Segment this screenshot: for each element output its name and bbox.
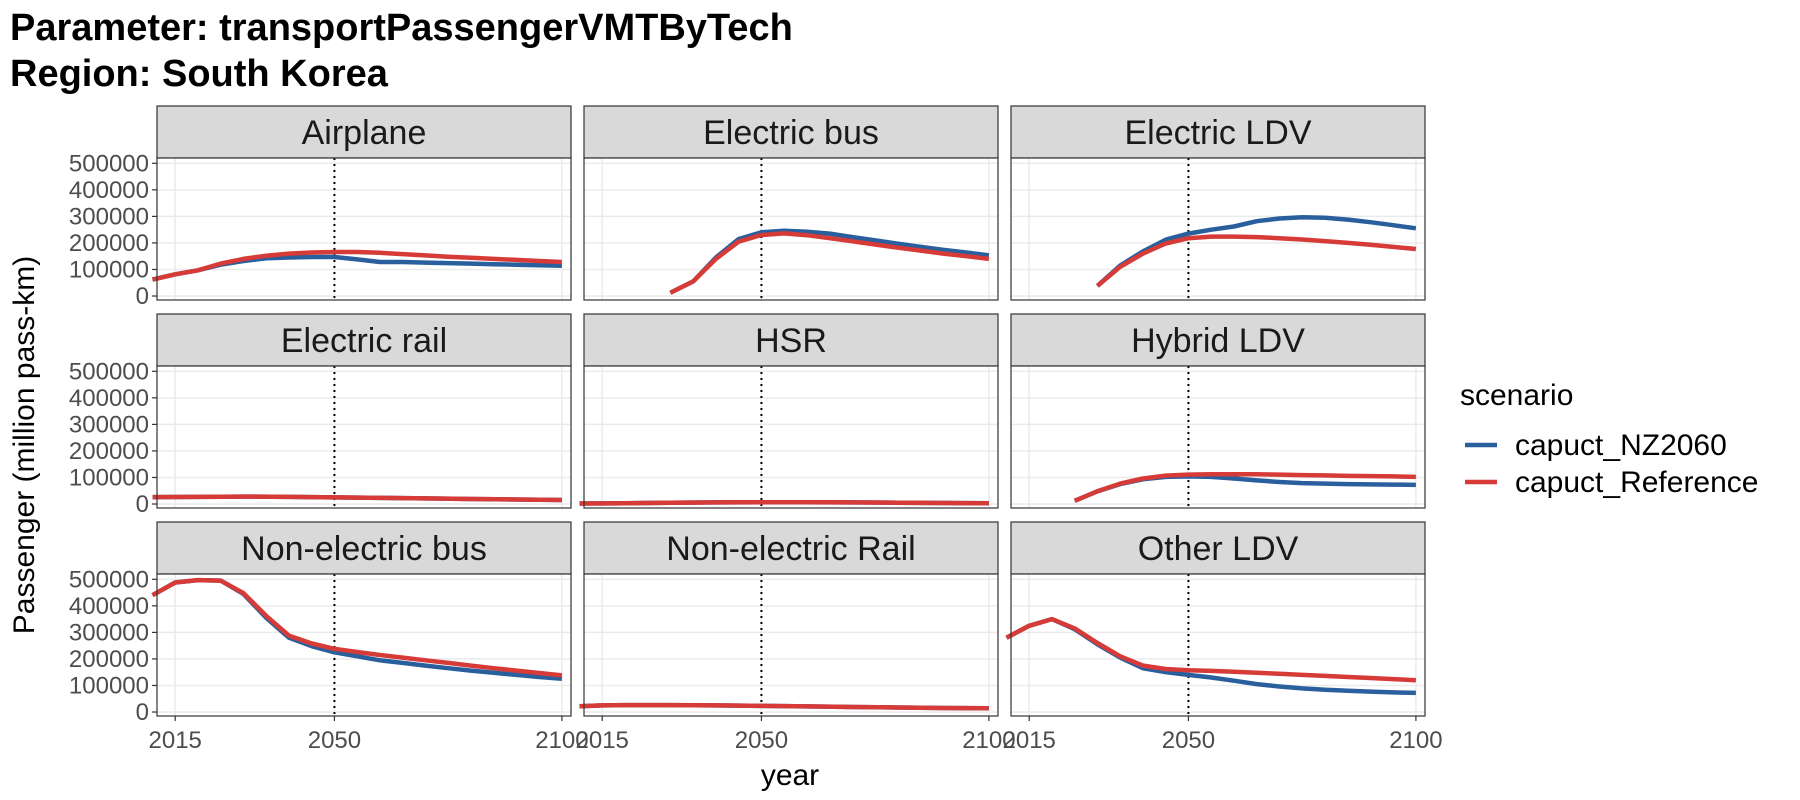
- x-tick-label: 2015: [1003, 727, 1056, 754]
- legend-label: capuct_Reference: [1515, 466, 1759, 499]
- facet-label-non-electric-rail: Non-electric Rail: [666, 530, 915, 568]
- y-tick-label: 400000: [69, 385, 149, 412]
- legend-label: capuct_NZ2060: [1515, 429, 1727, 462]
- facet-label-non-electric-bus: Non-electric bus: [241, 530, 487, 568]
- panel-border: [1010, 157, 1426, 301]
- y-tick-label: 500000: [69, 150, 149, 177]
- series-line-capuct-reference: [579, 702, 989, 711]
- facet-strip: [583, 521, 999, 575]
- panel-border: [583, 573, 999, 717]
- plot-background: [1011, 366, 1425, 508]
- plot-background: [584, 574, 998, 716]
- facet-strip: [156, 313, 572, 367]
- series-line-capuct-reference: [151, 249, 562, 282]
- panel-electric-bus: Electric bus: [583, 105, 999, 301]
- y-tick-label: 500000: [69, 358, 149, 385]
- y-tick-label: 100000: [69, 672, 149, 699]
- facet-label-other-ldv: Other LDV: [1138, 530, 1299, 568]
- panel-border: [156, 365, 572, 509]
- x-tick-label: 2050: [735, 727, 788, 754]
- y-tick-label: 0: [136, 491, 149, 518]
- y-tick-label: 200000: [69, 230, 149, 257]
- series-line-capuct-nz2060: [1095, 214, 1417, 288]
- facet-strip: [156, 521, 572, 575]
- x-tick-label: 2015: [149, 727, 202, 754]
- plot-background: [157, 158, 571, 300]
- panel-border: [156, 157, 572, 301]
- plot-background: [1011, 574, 1425, 716]
- y-tick-label: 300000: [69, 203, 149, 230]
- facet-label-hybrid-ldv: Hybrid LDV: [1131, 322, 1305, 360]
- y-tick-label: 100000: [69, 256, 149, 283]
- legend: scenario capuct_NZ2060 capuct_Reference: [1460, 379, 1759, 499]
- chart-title-line2: Region: South Korea: [10, 53, 389, 95]
- facet-label-airplane: Airplane: [302, 114, 427, 152]
- x-axis-title: year: [761, 759, 819, 792]
- y-tick-label: 300000: [69, 411, 149, 438]
- series-line-capuct-reference: [151, 577, 563, 678]
- y-tick-label: 400000: [69, 593, 149, 620]
- facet-strip: [583, 313, 999, 367]
- x-tick-label: 2050: [308, 727, 361, 754]
- facet-label-electric-bus: Electric bus: [703, 114, 879, 152]
- panel-electric-ldv: Electric LDV: [1010, 105, 1426, 301]
- series-line-capuct-reference: [1095, 234, 1417, 288]
- panel-border: [583, 157, 999, 301]
- chart-title-line1: Parameter: transportPassengerVMTByTech: [10, 7, 793, 49]
- plot-background: [157, 366, 571, 508]
- x-tick-label: 2100: [962, 727, 1015, 754]
- panel-border: [1010, 573, 1426, 717]
- facet-label-electric-rail: Electric rail: [281, 322, 447, 360]
- plot-background: [157, 574, 571, 716]
- panel-non-electric-bus: Non-electric bus 010000020000030000040000…: [69, 521, 589, 754]
- series-line-capuct-reference: [1005, 616, 1417, 683]
- x-tick-label: 2050: [1162, 727, 1215, 754]
- legend-title: scenario: [1460, 379, 1573, 412]
- panel-border: [583, 365, 999, 509]
- y-tick-label: 400000: [69, 177, 149, 204]
- x-tick-label: 2100: [1389, 727, 1442, 754]
- legend-entry-capuct-nz2060: capuct_NZ2060: [1465, 429, 1727, 462]
- y-tick-label: 200000: [69, 438, 149, 465]
- series-line-capuct-reference: [152, 494, 562, 503]
- series-line-capuct-reference: [579, 500, 989, 506]
- x-tick-label: 2015: [576, 727, 629, 754]
- x-tick-label: 2100: [535, 727, 588, 754]
- series-line-capuct-reference: [1073, 472, 1416, 503]
- facet-strip: [1010, 105, 1426, 159]
- series-line-capuct-reference: [669, 231, 990, 295]
- plot-background: [584, 366, 998, 508]
- panel-hsr: HSR: [579, 313, 999, 509]
- facet-label-hsr: HSR: [755, 322, 827, 360]
- panel-non-electric-rail: Non-electric Rail 2015 2050 2100: [576, 521, 1016, 754]
- panel-border: [156, 573, 572, 717]
- y-tick-label: 0: [136, 283, 149, 310]
- panel-border: [1010, 365, 1426, 509]
- facet-strip: [583, 105, 999, 159]
- panel-electric-rail: Electric rail 010000020000030000040000050…: [69, 313, 572, 518]
- legend-entry-capuct-reference: capuct_Reference: [1465, 466, 1759, 499]
- y-tick-label: 200000: [69, 646, 149, 673]
- y-axis-title: Passenger (million pass-km): [8, 256, 41, 634]
- facet-strip: [1010, 521, 1426, 575]
- y-tick-label: 100000: [69, 464, 149, 491]
- y-tick-label: 500000: [69, 566, 149, 593]
- panel-hybrid-ldv: Hybrid LDV: [1010, 313, 1426, 509]
- y-tick-label: 0: [136, 699, 149, 726]
- facet-label-electric-ldv: Electric LDV: [1124, 114, 1311, 152]
- facet-panels: Airplane0100000200000300000400000500000E…: [69, 105, 1443, 754]
- y-tick-label: 300000: [69, 619, 149, 646]
- panel-other-ldv: Other LDV 2015 2050 2100: [1003, 521, 1443, 754]
- facet-strip: [156, 105, 572, 159]
